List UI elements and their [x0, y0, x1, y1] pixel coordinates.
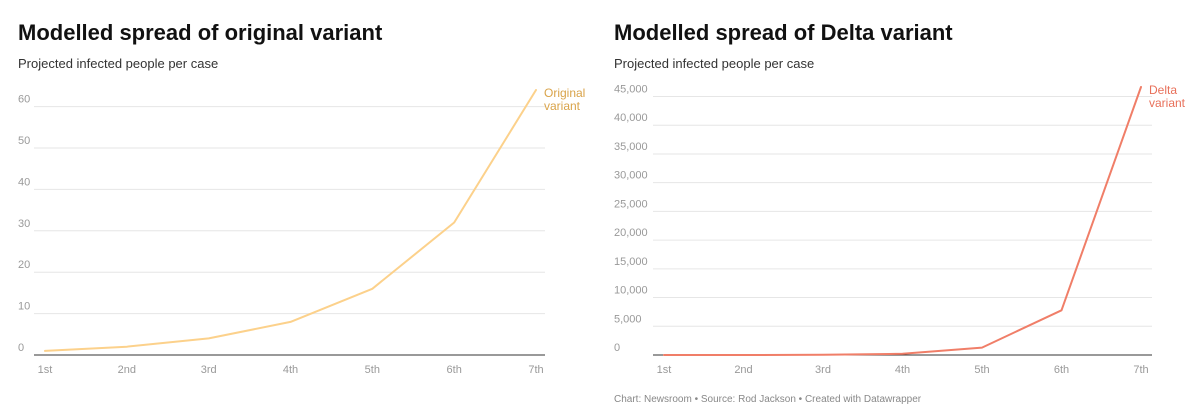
- series-label: Original: [544, 86, 585, 100]
- x-tick-label: 7th: [528, 364, 543, 376]
- chart-original-variant: Modelled spread of original variant Proj…: [0, 0, 590, 400]
- x-tick-label: 3rd: [815, 364, 831, 376]
- line-chart-original: 0 10 20 30 40 50 60 1st 2nd 3rd 4th 5th 6th 7th Origin…: [18, 86, 585, 376]
- series-label: Delta: [1149, 83, 1177, 97]
- y-tick-label: 40: [18, 176, 30, 188]
- y-tick-label: 25,000: [614, 198, 648, 210]
- chart-title: Modelled spread of original variant: [18, 20, 383, 45]
- y-tick-label: 0: [614, 342, 620, 354]
- x-tick-label: 3rd: [201, 364, 217, 376]
- chart-subtitle: Projected infected people per case: [614, 56, 815, 71]
- chart-title: Modelled spread of Delta variant: [614, 20, 953, 45]
- series-label: variant: [1149, 96, 1186, 110]
- y-tick-label: 20: [18, 259, 30, 271]
- y-tick-label: 0: [18, 342, 24, 354]
- x-tick-label: 2nd: [734, 364, 752, 376]
- x-tick-label: 6th: [447, 364, 462, 376]
- y-tick-label: 60: [18, 94, 30, 106]
- line-chart-delta: 0 5,000 10,000 15,000 20,000 25,000 30,000 35,0…: [614, 83, 1186, 376]
- x-tick-label: 1st: [38, 364, 53, 376]
- x-tick-label: 4th: [895, 364, 910, 376]
- y-tick-label: 20,000: [614, 227, 648, 239]
- series-line: [663, 86, 1142, 356]
- y-tick-label: 50: [18, 135, 30, 147]
- x-tick-label: 5th: [974, 364, 989, 376]
- y-tick-label: 30,000: [614, 170, 648, 182]
- x-tick-label: 5th: [365, 364, 380, 376]
- chart-delta-variant: Modelled spread of Delta variant Project…: [596, 0, 1200, 400]
- y-tick-label: 15,000: [614, 256, 648, 268]
- y-tick-label: 35,000: [614, 141, 648, 153]
- chart-subtitle: Projected infected people per case: [18, 56, 219, 71]
- chart-footer: Chart: Newsroom • Source: Rod Jackson • …: [614, 394, 922, 405]
- x-tick-label: 7th: [1133, 364, 1148, 376]
- x-tick-label: 6th: [1054, 364, 1069, 376]
- x-tick-label: 2nd: [118, 364, 136, 376]
- y-tick-label: 45,000: [614, 84, 648, 96]
- series-line: [44, 89, 537, 352]
- x-tick-label: 4th: [283, 364, 298, 376]
- series-label: variant: [544, 99, 581, 113]
- x-tick-label: 1st: [657, 364, 672, 376]
- y-tick-label: 40,000: [614, 112, 648, 124]
- y-tick-label: 30: [18, 218, 30, 230]
- y-tick-label: 10: [18, 301, 30, 313]
- y-tick-label: 5,000: [614, 313, 642, 325]
- y-tick-label: 10,000: [614, 285, 648, 297]
